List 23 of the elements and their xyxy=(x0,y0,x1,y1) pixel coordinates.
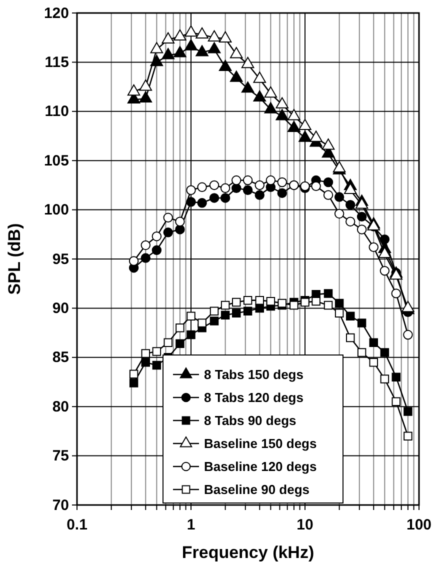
legend-label: Baseline 120 degs xyxy=(204,459,317,474)
x-tick-label: 0.1 xyxy=(66,516,88,534)
y-tick-label: 110 xyxy=(44,103,69,120)
y-tick-label: 75 xyxy=(52,448,69,465)
y-tick-label: 120 xyxy=(44,4,69,22)
legend-label: Baseline 90 degs xyxy=(204,482,310,498)
y-tick-label: 85 xyxy=(52,349,69,366)
y-tick-label: 80 xyxy=(52,398,69,416)
x-tick-label: 1 xyxy=(186,516,196,534)
legend-label: 8 Tabs 150 degs xyxy=(204,367,304,382)
y-tick-label: 70 xyxy=(52,496,69,514)
legend-label: Baseline 150 degs xyxy=(204,436,317,452)
y-tick-label: 100 xyxy=(44,202,69,219)
y-axis-title: SPL (dB) xyxy=(5,223,24,295)
y-tick-label: 90 xyxy=(52,300,69,317)
legend-label: 8 Tabs 90 degs xyxy=(204,413,296,428)
y-tick-label: 95 xyxy=(52,250,69,268)
x-tick-label: 10 xyxy=(296,516,314,534)
x-axis-title: Frequency (kHz) xyxy=(182,543,314,562)
legend-label: 8 Tabs 120 degs xyxy=(204,390,304,406)
y-tick-label: 105 xyxy=(44,152,69,170)
y-tick-label: 115 xyxy=(44,54,69,71)
x-tick-label: 100 xyxy=(406,516,432,534)
